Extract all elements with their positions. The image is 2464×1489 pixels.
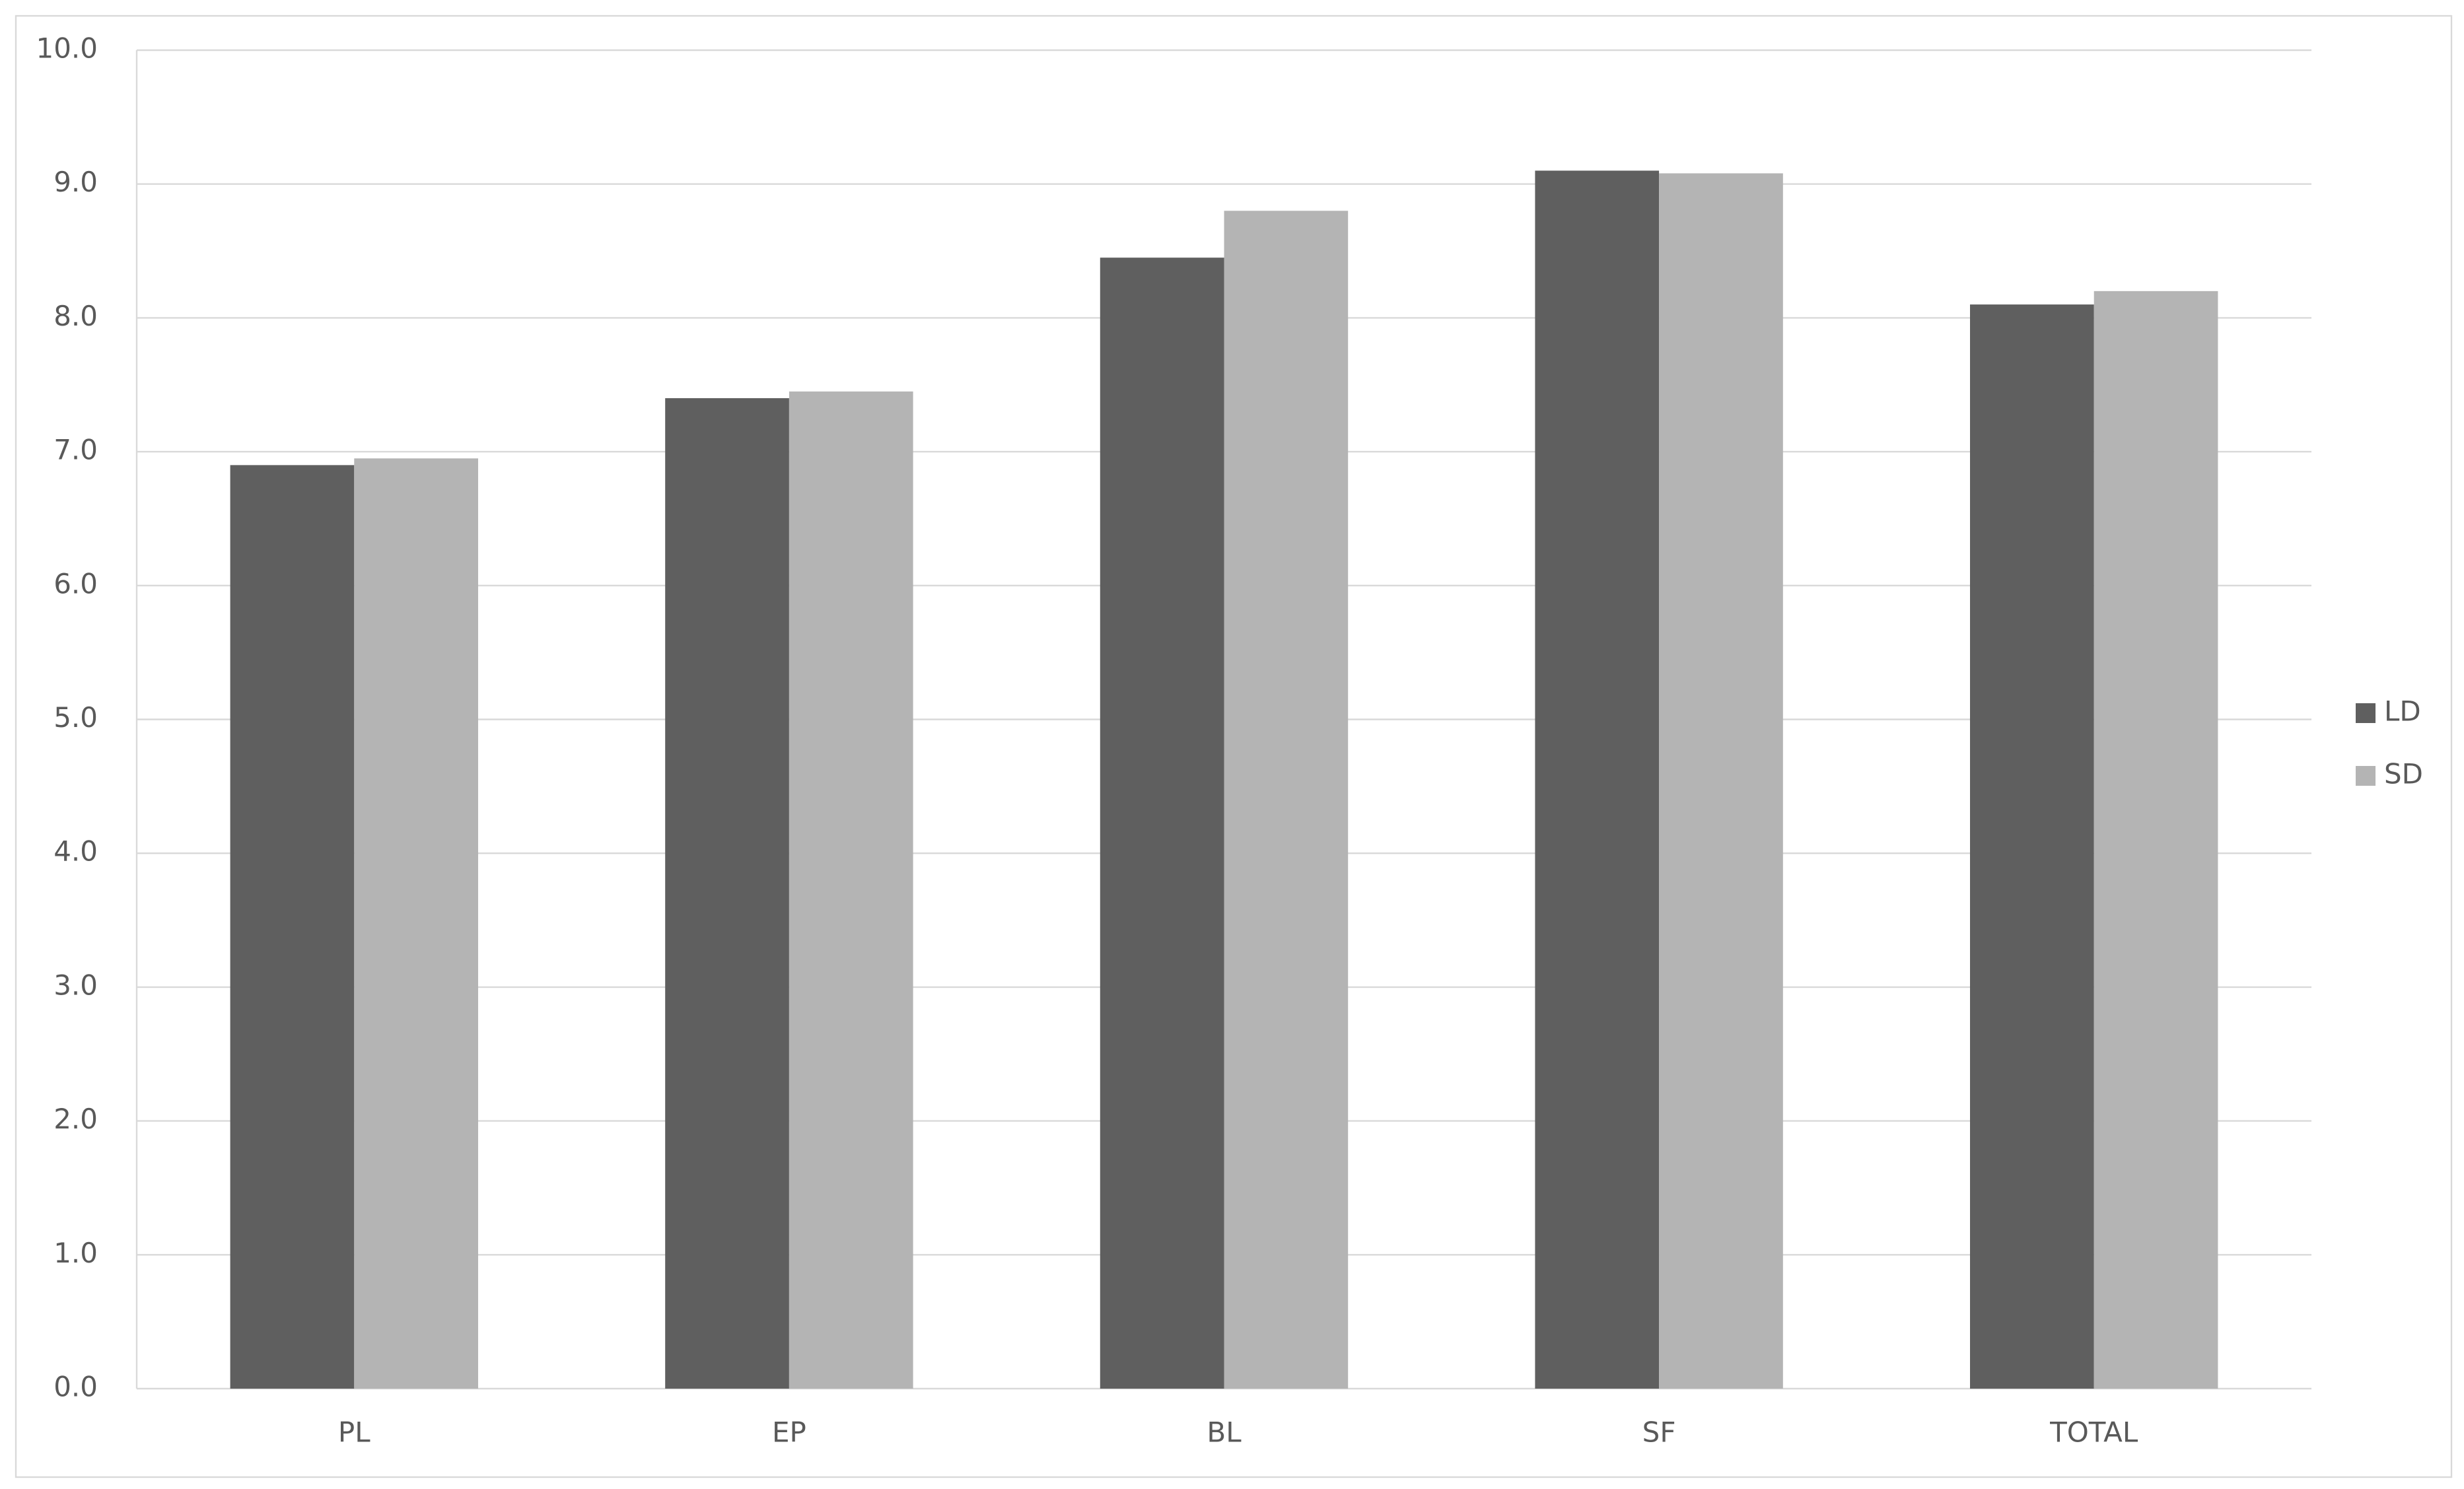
- bar: [2094, 291, 2218, 1389]
- legend-label: SD: [2384, 758, 2423, 790]
- bar: [354, 458, 479, 1389]
- y-tick-label: 3.0: [53, 969, 98, 1001]
- y-tick-label: 0.0: [53, 1371, 98, 1403]
- x-tick-label: SF: [1642, 1416, 1676, 1449]
- x-tick-label: EP: [772, 1416, 806, 1449]
- legend-swatch: [2356, 766, 2376, 786]
- bar: [665, 398, 789, 1389]
- x-tick-label: PL: [338, 1416, 370, 1449]
- bar: [789, 391, 913, 1389]
- bar: [1659, 173, 1783, 1389]
- y-tick-label: 10.0: [36, 32, 98, 65]
- x-tick-label: TOTAL: [2049, 1416, 2138, 1449]
- bar: [1535, 170, 1660, 1389]
- y-tick-label: 9.0: [53, 166, 98, 198]
- bar: [1969, 304, 2094, 1389]
- y-tick-label: 8.0: [53, 300, 98, 332]
- bar: [1224, 211, 1349, 1389]
- y-tick-label: 5.0: [53, 701, 98, 734]
- legend-label: LD: [2384, 695, 2421, 728]
- bar: [230, 465, 355, 1389]
- y-tick-label: 1.0: [53, 1237, 98, 1269]
- legend-swatch: [2356, 703, 2376, 723]
- x-tick-label: BL: [1207, 1416, 1242, 1449]
- y-tick-label: 4.0: [53, 835, 98, 868]
- y-tick-label: 2.0: [53, 1103, 98, 1135]
- y-tick-label: 6.0: [53, 567, 98, 600]
- bar: [1100, 258, 1224, 1389]
- y-tick-label: 7.0: [53, 434, 98, 466]
